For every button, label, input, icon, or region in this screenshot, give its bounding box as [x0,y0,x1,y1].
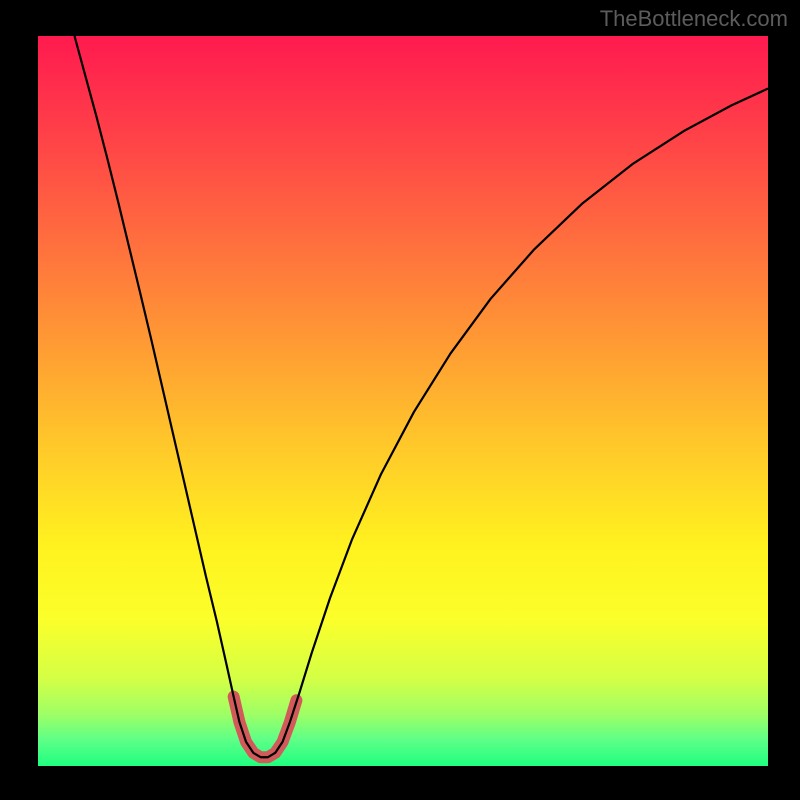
watermark-text: TheBottleneck.com [600,6,788,32]
bottleneck-curve-chart [38,36,768,766]
chart-plot-area [38,36,768,766]
chart-background [38,36,768,766]
